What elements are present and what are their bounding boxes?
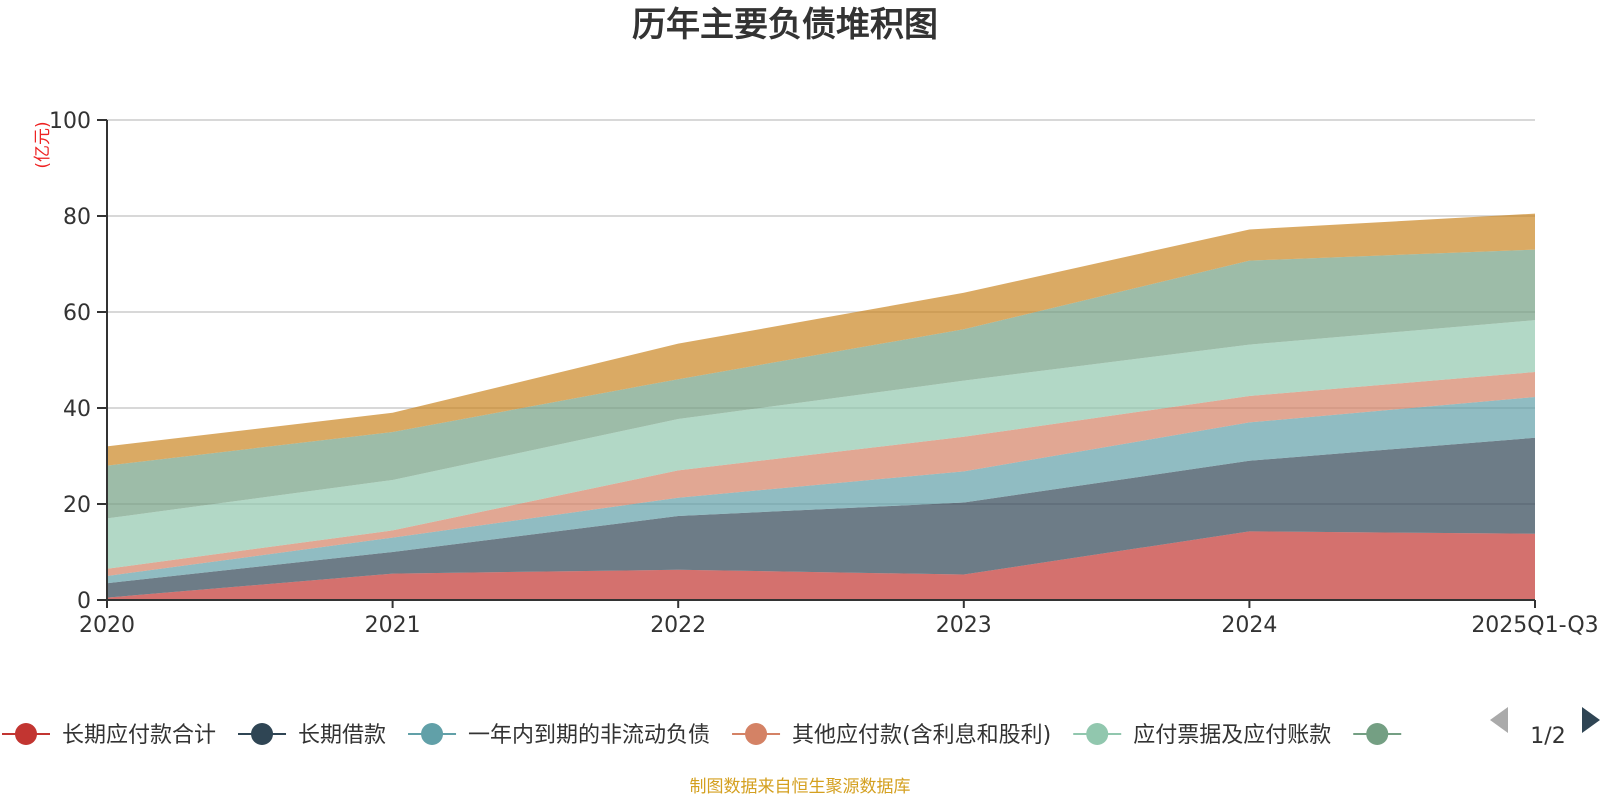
x-tick-label: 2021 <box>365 613 421 638</box>
legend-label[interactable]: 一年内到期的非流动负债 <box>468 723 710 748</box>
series-area-4 <box>107 320 1535 569</box>
y-axis-ticks: 0 20 40 60 80 100 <box>49 109 107 614</box>
legend-marker-icon[interactable] <box>1086 723 1109 745</box>
legend-prev-page-icon[interactable] <box>1490 707 1508 733</box>
legend: 长期应付款合计 长期借款 一年内到期的非流动负债 其他应付款(含利息和股利) 应付票据及… <box>2 723 1402 748</box>
legend-pager: 1/2 <box>1490 707 1600 749</box>
legend-marker-icon[interactable] <box>421 723 444 745</box>
x-tick-label: 2022 <box>650 613 706 638</box>
legend-marker-icon[interactable] <box>1366 723 1389 745</box>
legend-marker-icon[interactable] <box>745 723 768 745</box>
chart-title: 历年主要负债堆积图 <box>632 5 938 45</box>
x-tick-label: 2025Q1-Q3 <box>1471 613 1598 638</box>
y-tick-label: 100 <box>49 109 91 134</box>
y-tick-label: 40 <box>63 397 91 422</box>
series-areas <box>107 213 1535 600</box>
series-area-6 <box>107 213 1535 466</box>
y-tick-label: 20 <box>63 493 91 518</box>
x-tick-label: 2020 <box>79 613 135 638</box>
legend-label[interactable]: 应付票据及应付账款 <box>1133 723 1331 748</box>
legend-page-indicator: 1/2 <box>1530 724 1565 749</box>
legend-marker-icon[interactable] <box>251 723 274 745</box>
legend-label[interactable]: 长期应付款合计 <box>62 723 216 748</box>
x-tick-label: 2023 <box>936 613 992 638</box>
legend-marker-icon[interactable] <box>15 723 37 745</box>
series-area-5 <box>107 249 1535 519</box>
data-source-note: 制图数据来自恒生聚源数据库 <box>690 777 911 797</box>
y-tick-label: 60 <box>63 301 91 326</box>
legend-next-page-icon[interactable] <box>1582 707 1600 733</box>
series-area-2 <box>107 396 1535 584</box>
series-area-1 <box>107 437 1535 598</box>
series-area-0 <box>107 531 1535 600</box>
legend-label[interactable]: 其他应付款(含利息和股利) <box>792 723 1051 748</box>
x-tick-label: 2024 <box>1221 613 1277 638</box>
series-area-3 <box>107 372 1535 576</box>
y-axis-label: (亿元) <box>33 121 53 168</box>
x-axis-ticks: 2020 2021 2022 2023 2024 2025Q1-Q3 <box>79 600 1599 638</box>
y-tick-label: 0 <box>77 589 91 614</box>
legend-label[interactable]: 长期借款 <box>298 723 386 748</box>
axes <box>106 120 1535 601</box>
y-tick-label: 80 <box>63 205 91 230</box>
